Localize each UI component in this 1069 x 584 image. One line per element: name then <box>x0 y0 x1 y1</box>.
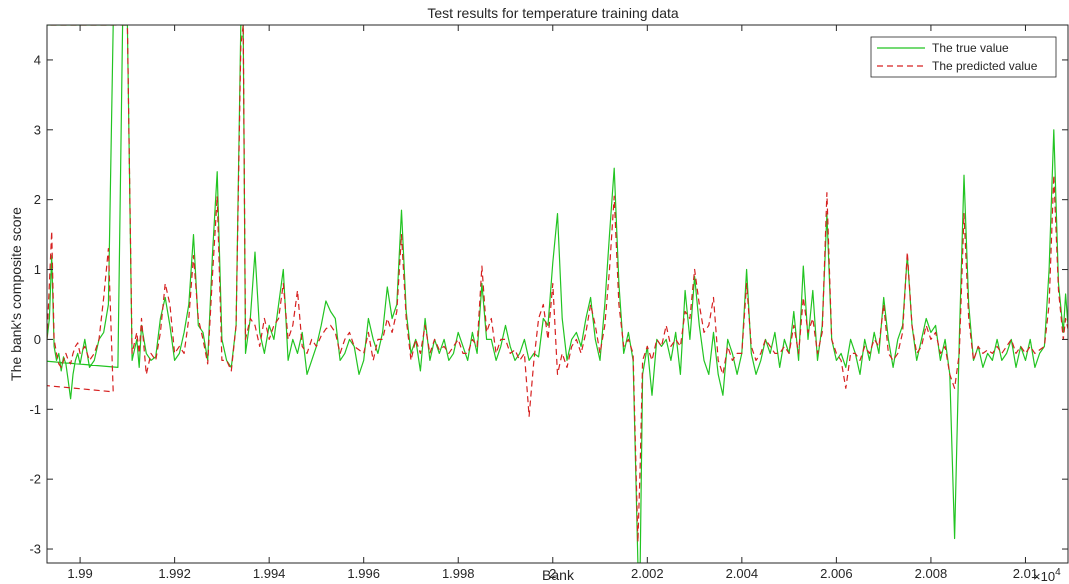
y-axis: -3 -2 -1 0 1 2 3 4 <box>29 52 1068 557</box>
y-tick-label: -2 <box>29 472 41 487</box>
y-tick-label: 4 <box>34 52 41 67</box>
x-tick-label: 2.002 <box>631 566 664 581</box>
y-tick-label: 1 <box>34 262 41 277</box>
y-tick-label: 3 <box>34 122 41 137</box>
x-axis-exponent-power: 4 <box>1055 567 1061 578</box>
x-tick-label: 1.994 <box>253 566 286 581</box>
series-predicted-value-line <box>47 25 1069 543</box>
legend-true-label: The true value <box>932 41 1009 55</box>
legend: The true value The predicted value <box>870 36 1057 78</box>
x-axis: 1.99 1.992 1.994 1.996 1.998 2 2.002 2.004 2.006… <box>67 25 1038 581</box>
plot-area-frame <box>46 24 1069 564</box>
y-axis-label: The bank's composite score <box>8 207 24 381</box>
x-tick-label: 1.998 <box>442 566 475 581</box>
x-axis-exponent: ×104 <box>1033 567 1061 584</box>
x-tick-label: 2.008 <box>915 566 948 581</box>
x-tick-label: 2.01 <box>1013 566 1038 581</box>
x-tick-label: 1.99 <box>67 566 92 581</box>
x-tick-label: 1.996 <box>347 566 380 581</box>
x-tick-label: 2.004 <box>726 566 759 581</box>
y-tick-label: -3 <box>29 542 41 557</box>
x-axis-label: Bank <box>542 567 575 583</box>
x-tick-label: 2 <box>549 566 556 581</box>
series-true-value-line <box>47 25 1069 563</box>
y-tick-label: -1 <box>29 402 41 417</box>
x-axis-exponent-base: ×10 <box>1033 569 1055 584</box>
y-tick-label: 2 <box>34 192 41 207</box>
y-tick-label: 0 <box>34 332 41 347</box>
x-tick-label: 2.006 <box>820 566 853 581</box>
x-tick-label: 1.992 <box>158 566 191 581</box>
series-layer <box>47 25 1069 563</box>
chart-title: Test results for temperature training da… <box>427 5 679 21</box>
legend-predicted-label: The predicted value <box>932 59 1038 73</box>
legend-box <box>870 36 1057 78</box>
